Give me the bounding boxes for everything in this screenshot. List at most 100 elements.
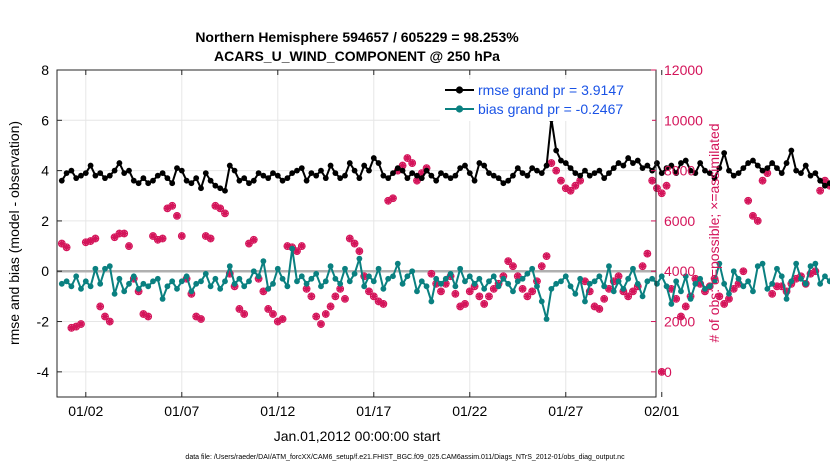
rmse-point bbox=[706, 170, 713, 177]
obs-assimilated-marker bbox=[211, 202, 219, 210]
rmse-point bbox=[126, 167, 132, 174]
rmse-point bbox=[553, 147, 560, 154]
rmse-point bbox=[567, 165, 574, 172]
bias-point bbox=[529, 265, 536, 272]
bias-point bbox=[68, 283, 75, 290]
bias-point bbox=[702, 285, 708, 292]
obs-assimilated-marker bbox=[350, 239, 359, 248]
obs-assimilated-marker bbox=[326, 302, 335, 311]
y-axis-right: 12000 10000 8000 6000 4000 2000 0 bbox=[651, 62, 703, 380]
bias-point bbox=[774, 265, 780, 272]
y-right-tick-label: 8000 bbox=[664, 163, 695, 179]
rmse-point bbox=[121, 170, 128, 177]
bias-point bbox=[236, 275, 243, 282]
bias-point bbox=[322, 278, 329, 285]
plot-frame bbox=[56, 69, 657, 398]
y-right-tick-label: 10000 bbox=[664, 112, 703, 128]
legend: rmse grand pr = 3.9147 bias grand pr = -… bbox=[440, 79, 652, 121]
bias-point bbox=[193, 280, 200, 287]
bias-point bbox=[255, 273, 262, 280]
bias-point bbox=[615, 278, 622, 285]
obs-assimilated-marker bbox=[216, 204, 224, 212]
rmse-point bbox=[716, 165, 723, 172]
y-right-tick-label: 12000 bbox=[664, 62, 703, 78]
bias-point bbox=[783, 296, 790, 302]
bias-point bbox=[682, 273, 689, 280]
obs-assimilated-marker bbox=[734, 280, 743, 288]
bias-point bbox=[154, 275, 161, 282]
obs-assimilated-marker bbox=[58, 239, 66, 248]
bias-point bbox=[385, 275, 392, 282]
bias-point bbox=[164, 283, 171, 290]
rmse-point bbox=[313, 172, 320, 179]
bias-point bbox=[510, 288, 516, 295]
rmse-point bbox=[226, 162, 233, 169]
bias-point bbox=[711, 278, 718, 285]
obs-assimilated-marker bbox=[120, 229, 128, 238]
bias-point bbox=[726, 290, 732, 297]
y-axis-left: 8 6 4 2 0 -2 -4 bbox=[37, 62, 62, 380]
rmse-point bbox=[735, 170, 742, 177]
obs-assimilated-marker bbox=[590, 302, 599, 311]
y-tick-label: -2 bbox=[37, 314, 50, 330]
obs-assimilated-marker bbox=[274, 317, 282, 326]
rmse-point bbox=[558, 157, 564, 164]
obs-assimilated-marker bbox=[298, 242, 306, 250]
rmse-point bbox=[471, 177, 478, 184]
rmse-point bbox=[438, 170, 444, 177]
rmse-point bbox=[154, 172, 161, 179]
rmse-point bbox=[812, 170, 819, 177]
x-tick-label: 02/01 bbox=[644, 403, 679, 419]
obs-assimilated-marker bbox=[768, 290, 776, 298]
rmse-point bbox=[687, 167, 694, 174]
bias-point bbox=[361, 283, 368, 290]
rmse-point bbox=[500, 180, 507, 187]
rmse-point bbox=[58, 177, 65, 184]
bias-point bbox=[500, 275, 507, 282]
obs-assimilated-marker bbox=[144, 312, 152, 321]
rmse-point bbox=[442, 172, 449, 179]
obs-assimilated-marker bbox=[730, 285, 738, 293]
bias-point bbox=[423, 283, 430, 290]
rmse-point bbox=[78, 172, 84, 179]
rmse-point bbox=[654, 160, 660, 166]
obs-assimilated-marker bbox=[197, 315, 205, 323]
bias-point bbox=[639, 293, 646, 300]
legend-bias-marker bbox=[455, 105, 464, 113]
bias-point bbox=[706, 283, 713, 290]
bias-point bbox=[452, 283, 459, 290]
bias-point bbox=[822, 273, 828, 280]
obs-assimilated-marker bbox=[672, 295, 680, 303]
bias-point bbox=[87, 283, 94, 290]
bias-point bbox=[807, 263, 814, 270]
obs-assimilated-marker bbox=[427, 270, 435, 278]
bias-point bbox=[606, 263, 612, 270]
rmse-point bbox=[255, 170, 262, 177]
obs-assimilated-marker bbox=[240, 310, 248, 318]
rmse-point bbox=[394, 165, 401, 172]
bias-point bbox=[433, 275, 440, 282]
bias-point bbox=[788, 278, 795, 285]
obs-assimilated-marker bbox=[514, 272, 522, 280]
obs-assimilated-marker bbox=[509, 262, 517, 270]
rmse-point bbox=[111, 167, 118, 174]
rmse-point bbox=[798, 170, 804, 177]
obs-assimilated-marker bbox=[341, 295, 349, 303]
rmse-point bbox=[250, 177, 257, 184]
bias-point bbox=[495, 283, 502, 290]
obs-assimilated-marker bbox=[662, 182, 671, 190]
bias-point bbox=[490, 273, 497, 280]
obs-assimilated-marker bbox=[773, 282, 781, 290]
bias-point bbox=[250, 268, 257, 275]
bias-point bbox=[745, 278, 752, 285]
bias-point bbox=[351, 270, 358, 277]
obs-assimilated-marker bbox=[451, 290, 459, 298]
legend-rmse-marker bbox=[455, 86, 464, 94]
obs-assimilated-marker bbox=[72, 322, 80, 331]
obs-assimilated-marker bbox=[528, 287, 536, 295]
obs-assimilated-marker bbox=[816, 187, 824, 195]
rmse-point bbox=[361, 162, 368, 169]
rmse-point bbox=[658, 170, 665, 177]
rmse-point bbox=[375, 160, 382, 166]
rmse-point bbox=[332, 170, 339, 177]
